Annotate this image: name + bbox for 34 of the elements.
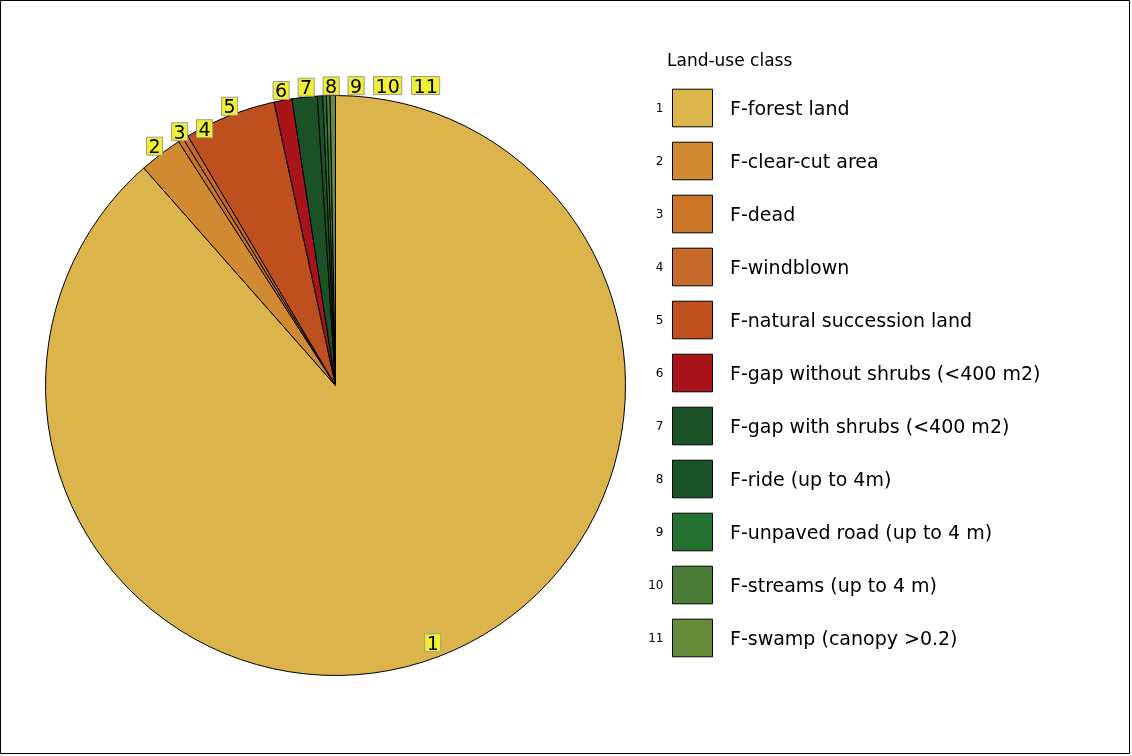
text: 6	[655, 366, 664, 380]
text: 4	[655, 260, 664, 274]
text: 3	[173, 120, 186, 143]
text: 9	[655, 525, 664, 539]
text: 5	[223, 95, 236, 118]
legend-label: F-natural succession land	[730, 307, 973, 333]
text: 11	[648, 631, 664, 645]
text: 7	[655, 419, 664, 433]
text: 10	[648, 578, 664, 592]
text: 9	[350, 74, 363, 97]
text: 11	[413, 74, 438, 97]
text: 8	[655, 472, 664, 486]
text: 8	[325, 74, 338, 97]
legend-label: F-dead	[730, 201, 796, 227]
text: 4	[198, 117, 211, 140]
text: 1	[655, 101, 664, 115]
legend-label: F-gap without shrubs (<400 m2)	[730, 360, 1041, 386]
text: 10	[375, 74, 400, 97]
text: 7	[300, 76, 313, 99]
text: 2	[655, 154, 664, 168]
text: 3	[655, 207, 664, 221]
text: 5	[655, 313, 664, 327]
text: 2	[148, 135, 161, 158]
legend-label: F-forest land	[730, 95, 850, 121]
legend-title: Land-use class	[667, 50, 794, 70]
legend-label: F-unpaved road (up to 4 m)	[730, 519, 993, 545]
legend-label: F-streams (up to 4 m)	[730, 572, 938, 598]
legend-label: F-clear-cut area	[730, 148, 879, 174]
text: 1	[426, 631, 439, 654]
legend-label: F-ride (up to 4m)	[730, 466, 892, 492]
legend-label: F-gap with shrubs (<400 m2)	[730, 413, 1010, 439]
legend-label: F-swamp (canopy >0.2)	[730, 625, 958, 651]
legend-label: F-windblown	[730, 254, 850, 280]
text: 6	[275, 79, 288, 102]
